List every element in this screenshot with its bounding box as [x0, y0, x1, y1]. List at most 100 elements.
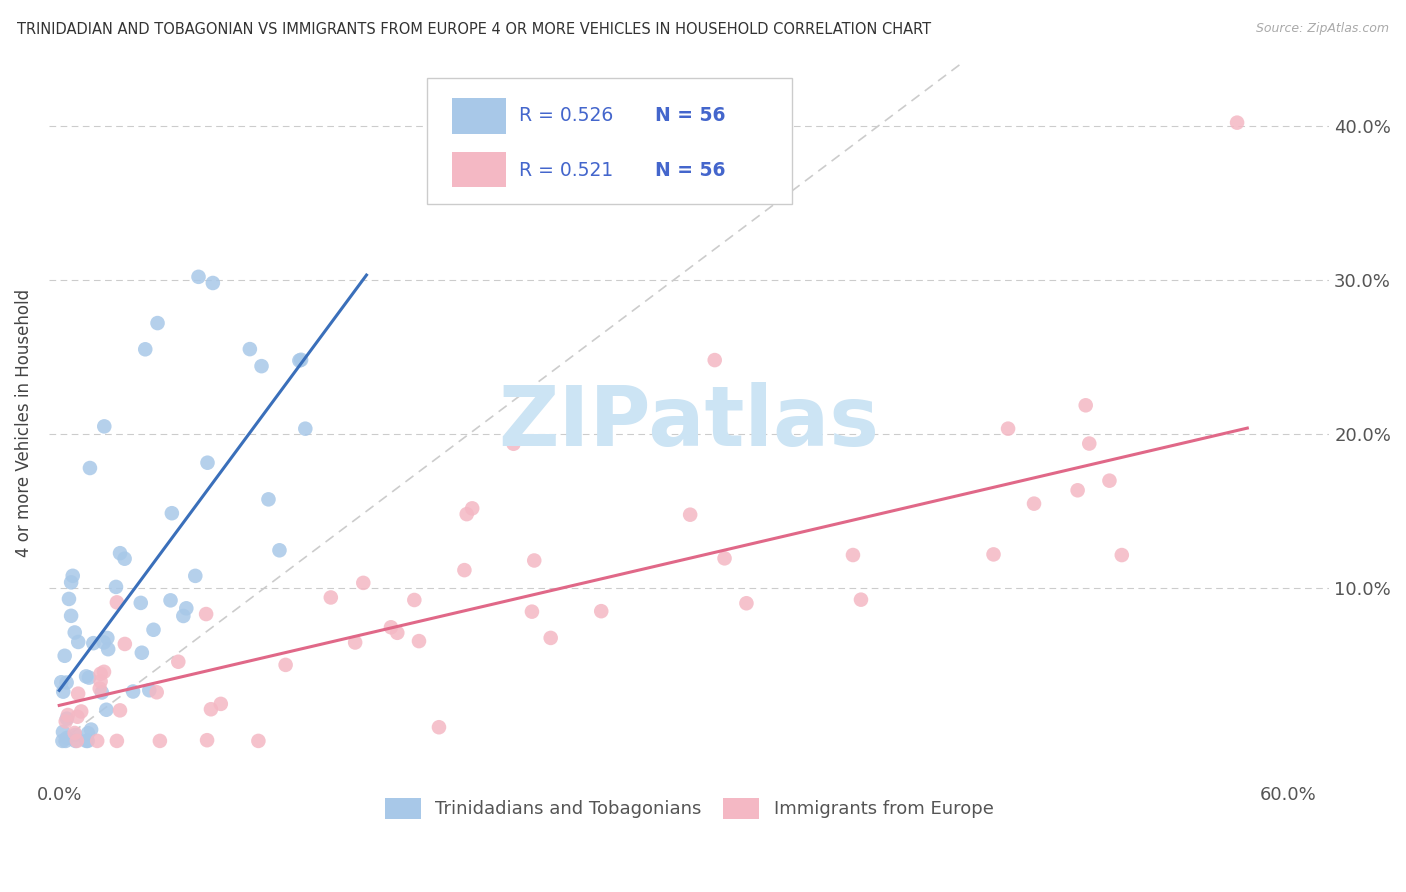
Text: ZIPatlas: ZIPatlas — [499, 382, 880, 463]
Point — [114, 551, 136, 566]
Point — [93, 635, 115, 649]
FancyBboxPatch shape — [453, 153, 506, 187]
Point — [145, 685, 167, 699]
Point — [1022, 497, 1045, 511]
Point — [90, 674, 112, 689]
Point — [70, 705, 93, 719]
Text: R = 0.526: R = 0.526 — [519, 106, 613, 125]
Point — [679, 508, 702, 522]
Legend: Trinidadians and Tobagonians, Immigrants from Europe: Trinidadians and Tobagonians, Immigrants… — [377, 790, 1001, 826]
Point — [63, 625, 86, 640]
Point — [67, 635, 90, 649]
Point — [1226, 115, 1249, 129]
Point — [75, 734, 97, 748]
Point — [209, 697, 232, 711]
Point — [93, 665, 115, 679]
Point — [52, 684, 75, 698]
Point — [90, 685, 112, 699]
Point — [735, 596, 758, 610]
Point — [108, 703, 131, 717]
Point — [269, 543, 291, 558]
Point — [90, 666, 112, 681]
Point — [294, 422, 316, 436]
Point — [195, 733, 218, 747]
Point — [56, 712, 79, 726]
Point — [76, 734, 98, 748]
Point — [176, 601, 198, 615]
Point — [66, 734, 89, 748]
Y-axis label: 4 or more Vehicles in Household: 4 or more Vehicles in Household — [15, 288, 32, 557]
Point — [387, 625, 409, 640]
Point — [149, 734, 172, 748]
Point — [201, 276, 224, 290]
Point — [56, 731, 79, 745]
Point — [250, 359, 273, 373]
Point — [146, 316, 169, 330]
FancyBboxPatch shape — [426, 78, 792, 204]
Point — [197, 456, 219, 470]
Point — [1078, 436, 1101, 450]
Point — [380, 620, 402, 634]
Point — [849, 592, 872, 607]
Point — [96, 631, 118, 645]
Point — [160, 506, 183, 520]
Point — [108, 546, 131, 560]
Point — [288, 353, 311, 368]
Point — [274, 657, 297, 672]
Point — [1074, 398, 1097, 412]
Point — [502, 436, 524, 450]
Point — [51, 675, 73, 690]
Point — [456, 507, 478, 521]
Point — [58, 591, 80, 606]
Point — [352, 575, 374, 590]
Point — [97, 642, 120, 657]
Point — [408, 634, 430, 648]
Point — [80, 723, 103, 737]
Point — [239, 342, 262, 356]
Point — [63, 728, 86, 742]
Point — [105, 595, 128, 609]
Text: Source: ZipAtlas.com: Source: ZipAtlas.com — [1256, 22, 1389, 36]
Point — [247, 734, 270, 748]
Point — [105, 580, 128, 594]
Point — [523, 553, 546, 567]
Point — [172, 609, 194, 624]
Point — [540, 631, 562, 645]
Point — [89, 681, 111, 696]
Point — [131, 646, 153, 660]
Point — [77, 726, 100, 740]
Point — [62, 569, 84, 583]
Point — [344, 635, 367, 649]
Point — [142, 623, 165, 637]
Point — [187, 269, 209, 284]
Point — [404, 593, 426, 607]
Point — [60, 575, 83, 590]
Point — [93, 419, 115, 434]
Point — [134, 343, 156, 357]
Point — [65, 734, 87, 748]
Point — [67, 687, 90, 701]
Point — [983, 548, 1005, 562]
Point — [96, 703, 118, 717]
Text: N = 56: N = 56 — [655, 161, 725, 179]
Point — [55, 734, 77, 748]
Point — [167, 655, 190, 669]
Point — [520, 605, 543, 619]
Point — [66, 710, 89, 724]
Point — [713, 551, 735, 566]
Point — [453, 563, 475, 577]
Point — [200, 702, 222, 716]
Point — [51, 734, 73, 748]
Text: N = 56: N = 56 — [655, 106, 725, 125]
Point — [842, 548, 865, 562]
Point — [461, 501, 484, 516]
Point — [319, 591, 342, 605]
Point — [77, 671, 100, 685]
Point — [290, 352, 312, 367]
Point — [1111, 548, 1133, 562]
Point — [1066, 483, 1088, 498]
Point — [129, 596, 152, 610]
Text: R = 0.521: R = 0.521 — [519, 161, 613, 179]
Point — [703, 353, 725, 368]
Point — [114, 637, 136, 651]
